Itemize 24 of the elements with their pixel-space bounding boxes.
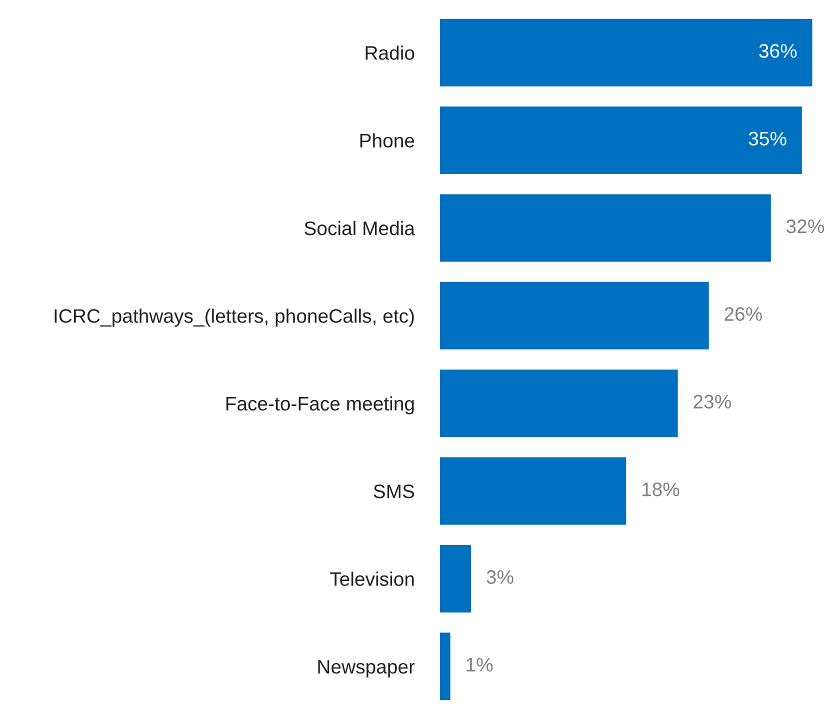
bar [440,18,812,86]
data-label: 32% [786,219,824,234]
bar [440,457,626,525]
bar [440,106,802,174]
bar [440,282,709,350]
data-label: 3% [486,570,514,584]
y-tick-label: Radio [366,46,414,60]
bar [440,544,472,612]
y-tick-label: Newspaper [318,660,415,678]
data-label: 1% [466,658,493,672]
data-label: 23% [694,394,731,409]
y-tick-label: Face-to-Face meeting [226,396,414,414]
y-tick-label: Television [330,572,414,586]
y-tick-label: Social Media [304,220,416,236]
y-tick-label: Phone [360,133,414,148]
data-label: 18% [642,482,680,496]
y-tick-label: ICRC_pathways_(letters, phoneCalls, etc) [54,308,414,327]
y-tick-label: SMS [374,484,414,498]
data-label: 36% [759,44,797,58]
data-label: 26% [724,307,762,321]
bar [440,632,450,700]
bar [440,194,771,262]
bar [440,370,678,438]
data-label: 35% [748,132,786,146]
